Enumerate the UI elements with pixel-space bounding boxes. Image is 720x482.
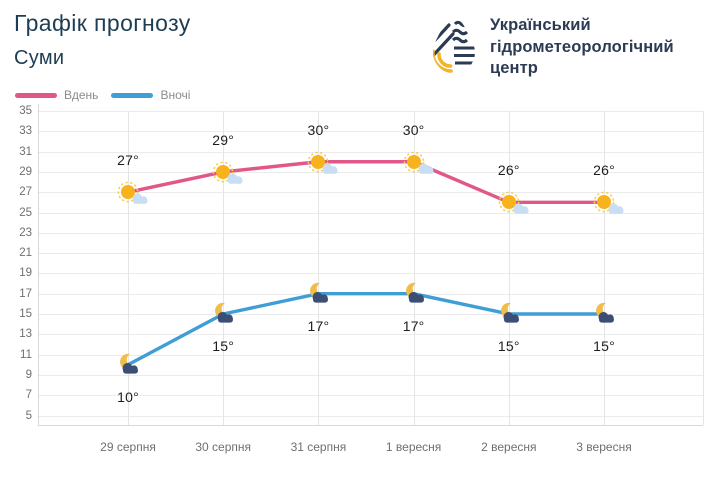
y-axis-tick-label: 17 — [19, 287, 32, 300]
y-axis-tick-label: 29 — [19, 165, 32, 178]
y-axis-tick-label: 19 — [19, 267, 32, 280]
y-axis-tick-label: 31 — [19, 145, 32, 158]
sun-cloud-icon — [117, 181, 148, 204]
v-gridline — [223, 111, 225, 425]
sun-cloud-icon — [115, 181, 151, 209]
h-gridline — [38, 273, 703, 275]
moon-cloud-icon — [596, 302, 614, 323]
moon-cloud-icon — [495, 302, 525, 326]
sun-cloud-icon — [403, 151, 434, 174]
x-axis-line — [38, 425, 703, 426]
night-point-value-label: 15° — [593, 338, 615, 354]
night-point-value-label: 15° — [212, 338, 235, 354]
night-point-value-label: 15° — [497, 338, 520, 354]
water-drop-logo-icon — [433, 11, 475, 73]
city-name: Суми — [14, 47, 65, 69]
legend-label-night: Вночі — [160, 88, 191, 102]
chart-header: Графік прогнозу Суми — [14, 10, 191, 70]
y-axis-tick-label: 11 — [20, 348, 32, 361]
sun-cloud-icon — [308, 151, 338, 174]
sun-cloud-icon — [498, 191, 529, 215]
moon-cloud-icon — [209, 302, 239, 326]
y-axis-tick-label: 35 — [19, 105, 32, 117]
moon-cloud-icon — [120, 353, 138, 374]
day-point-value-label: 26° — [497, 162, 520, 179]
v-gridline — [604, 111, 605, 425]
v-gridline — [508, 111, 510, 425]
night-point-value-label: 17° — [307, 317, 330, 334]
legend-swatch-night — [111, 92, 154, 98]
org-name-line-2: гідрометеорологічний — [490, 37, 674, 56]
moon-cloud-icon — [215, 302, 234, 323]
y-axis-tick-label: 9 — [25, 368, 32, 381]
h-gridline — [38, 232, 703, 234]
sun-cloud-icon — [305, 151, 341, 179]
h-gridline — [38, 151, 703, 153]
sun-cloud-icon — [591, 191, 627, 219]
h-gridline — [38, 415, 703, 417]
y-axis-tick-label: 33 — [19, 125, 32, 138]
day-point-value-label: 30° — [402, 121, 425, 138]
x-axis-label: 1 вересня — [385, 440, 442, 454]
v-gridline — [703, 111, 704, 425]
x-axis-label: 31 серпня — [290, 440, 347, 454]
chart-legend: Вдень Вночі — [15, 88, 190, 102]
legend-label-day: Вдень — [64, 88, 99, 102]
x-axis-label: 3 вересня — [576, 440, 632, 454]
day-point-value-label: 29° — [212, 131, 235, 148]
sun-cloud-icon — [593, 191, 624, 215]
x-axis-label: 30 серпня — [195, 440, 252, 454]
y-axis-tick-label: 13 — [19, 328, 32, 341]
y-axis-tick-label: 27 — [19, 186, 32, 199]
y-axis-tick-label: 21 — [19, 247, 32, 260]
v-gridline — [128, 111, 129, 425]
night-point-value-label: 10° — [117, 388, 139, 405]
moon-cloud-icon — [400, 282, 430, 306]
h-gridline — [38, 395, 703, 397]
day-point-value-label: 30° — [307, 121, 330, 138]
sun-cloud-icon — [496, 191, 532, 219]
moon-cloud-icon — [405, 282, 424, 303]
v-gridline — [413, 111, 415, 425]
sun-cloud-icon — [212, 161, 243, 184]
night-point-value-label: 17° — [402, 317, 425, 334]
legend-swatch-day — [15, 92, 57, 98]
v-gridline — [318, 111, 320, 425]
h-gridline — [38, 212, 703, 214]
day-point-value-label: 27° — [117, 152, 139, 169]
y-axis-line — [38, 104, 39, 425]
day-point-value-label: 26° — [593, 162, 615, 179]
legend-item-night[interactable]: Вночі — [111, 88, 190, 102]
y-axis-tick-label: 5 — [25, 409, 32, 422]
sun-cloud-icon — [401, 151, 437, 179]
y-axis-tick-label: 15 — [19, 308, 32, 320]
y-axis-tick-label: 23 — [19, 226, 32, 239]
sun-cloud-icon — [210, 161, 246, 189]
org-name-line-1: Український — [490, 16, 591, 34]
h-gridline — [38, 253, 703, 255]
x-axis-label: 2 вересня — [481, 440, 537, 454]
org-name-line-3: центр — [490, 59, 538, 77]
h-gridline — [38, 374, 703, 376]
y-axis-tick-label: 25 — [19, 206, 32, 219]
moon-cloud-icon — [590, 302, 620, 326]
org-name: Український гідрометеорологічний центр — [490, 10, 674, 80]
org-logo: Український гідрометеорологічний центр — [428, 10, 674, 80]
y-axis-tick-label: 7 — [25, 389, 32, 402]
page-title: Графік прогнозу — [14, 10, 191, 36]
moon-cloud-icon — [310, 282, 329, 303]
x-axis-label: 29 серпня — [100, 440, 156, 454]
h-gridline — [38, 111, 703, 112]
moon-cloud-icon — [304, 282, 334, 306]
moon-cloud-icon — [500, 302, 519, 323]
h-gridline — [38, 131, 703, 133]
legend-item-day[interactable]: Вдень — [15, 88, 98, 102]
moon-cloud-icon — [114, 353, 144, 377]
